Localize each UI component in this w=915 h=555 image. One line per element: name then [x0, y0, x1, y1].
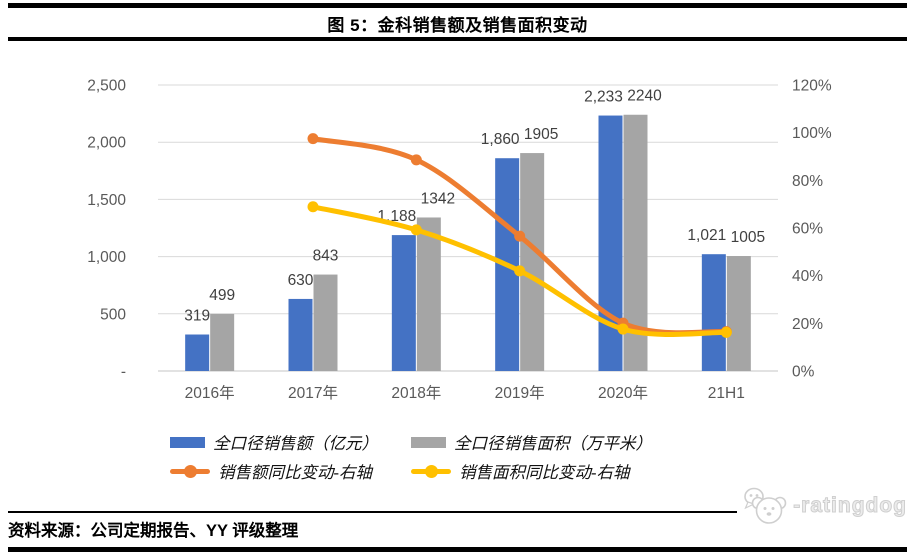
- x-axis-category-label: 2019年: [495, 384, 545, 402]
- bar-sales-amount: [288, 298, 313, 371]
- legend-item-sales-area-yoy: 销售面积同比变动-右轴: [411, 462, 630, 482]
- left-axis-tick-label: -: [121, 364, 126, 381]
- bar-sales-area: [313, 274, 338, 371]
- logo-text: -ratingdog: [793, 494, 907, 518]
- marker-sales-area-yoy: [617, 323, 629, 335]
- left-axis-tick-label: 500: [100, 306, 126, 323]
- legend-item-sales-amount: 全口径销售额（亿元）: [170, 433, 378, 453]
- right-axis-tick-label: 80%: [792, 173, 823, 190]
- marker-sales-amount-yoy: [307, 133, 319, 145]
- bar-sales-area: [520, 153, 545, 371]
- source-note: 资料来源：公司定期报告、YY 评级整理: [8, 522, 299, 540]
- right-axis-tick-label: 40%: [792, 268, 823, 285]
- bar-data-label: 630: [288, 272, 314, 289]
- bar-sales-area: [726, 256, 751, 371]
- x-axis-category-label: 2017年: [288, 384, 338, 402]
- top-rule: [8, 3, 907, 8]
- right-axis-tick-label: 120%: [792, 78, 832, 95]
- footer-top-rule: [8, 511, 907, 513]
- x-axis-category-label: 2016年: [185, 384, 235, 402]
- legend-label-sales-amount-yoy: 销售额同比变动-右轴: [218, 463, 372, 482]
- legend-label-sales-area: 全口径销售面积（万平米）: [454, 434, 652, 453]
- bar-data-label: 499: [209, 287, 235, 304]
- bar-data-label: 1,860: [481, 131, 520, 148]
- marker-sales-amount-yoy: [410, 154, 422, 166]
- legend-label-sales-area-yoy: 销售面积同比变动-右轴: [459, 463, 630, 482]
- right-axis-tick-label: 100%: [792, 125, 832, 142]
- legend-item-sales-amount-yoy: 销售额同比变动-右轴: [170, 462, 372, 482]
- ratingdog-logo: -ratingdog: [737, 486, 911, 526]
- bar-data-label: 1005: [731, 229, 765, 246]
- bar-sales-amount: [185, 334, 210, 371]
- bar-data-label: 2240: [627, 88, 662, 105]
- legend-label-sales-amount: 全口径销售额（亿元）: [213, 434, 378, 453]
- bar-data-label: 2,233: [584, 89, 623, 106]
- legend-swatch-sales-amount-bar: [170, 436, 205, 448]
- title-bottom-rule: [8, 37, 907, 41]
- bar-data-label: 1905: [524, 126, 558, 143]
- bar-data-label: 319: [184, 308, 210, 325]
- combo-chart-canvas: 2,500 2,000 1,500 1,000 500 - 120% 100% 80% 60% 40…: [87, 78, 832, 403]
- legend-swatch-sales-area-yoy-line: [411, 464, 451, 478]
- figure-title: 图 5：金科销售额及销售面积变动: [327, 16, 588, 35]
- bar-data-label: 843: [313, 248, 339, 265]
- right-axis-tick-label: 0%: [792, 364, 815, 381]
- marker-sales-area-yoy: [307, 201, 319, 213]
- left-axis-tick-label: 2,500: [87, 78, 126, 95]
- bar-sales-area: [416, 217, 441, 371]
- legend-swatch-sales-amount-yoy-line: [170, 464, 210, 478]
- legend-item-sales-area: 全口径销售面积（万平米）: [411, 433, 652, 453]
- marker-sales-area-yoy: [514, 265, 526, 277]
- bottom-rule: [8, 547, 907, 552]
- dog-icon: [744, 487, 787, 524]
- legend-swatch-sales-area-bar: [411, 436, 446, 448]
- bar-sales-amount: [701, 254, 726, 371]
- bar-sales-area: [210, 313, 235, 371]
- left-axis-tick-label: 2,000: [87, 135, 126, 152]
- left-axis-tick-label: 1,500: [87, 192, 126, 209]
- bar-sales-amount: [391, 235, 416, 371]
- left-axis-tick-label: 1,000: [87, 249, 126, 266]
- x-axis-category-label: 21H1: [708, 385, 745, 402]
- marker-sales-area-yoy: [720, 326, 732, 338]
- x-axis-category-label: 2020年: [598, 384, 648, 402]
- bar-data-label: 1,021: [687, 227, 726, 244]
- marker-sales-area-yoy: [410, 224, 422, 236]
- x-axis-category-label: 2018年: [391, 384, 441, 402]
- right-axis-tick-label: 60%: [792, 221, 823, 238]
- marker-sales-amount-yoy: [514, 230, 526, 242]
- bar-data-label: 1342: [421, 190, 455, 207]
- right-axis-tick-label: 20%: [792, 316, 823, 333]
